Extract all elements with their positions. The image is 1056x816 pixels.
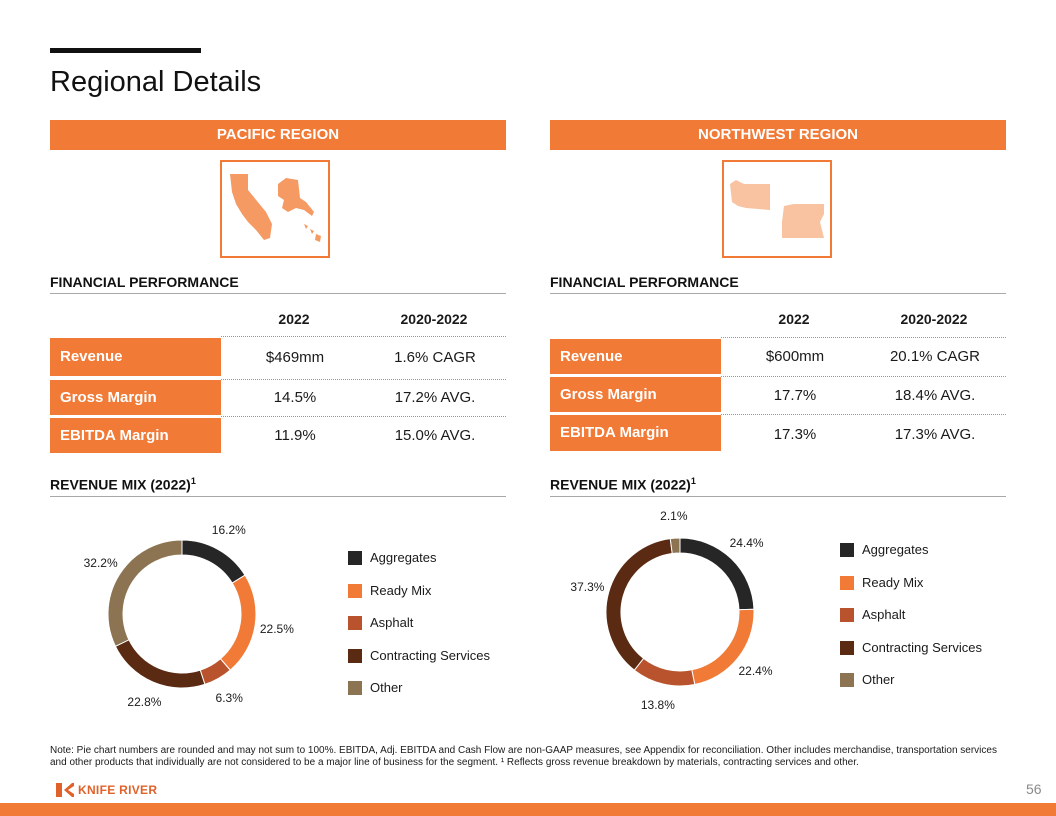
slice-value-label: 16.2% xyxy=(211,523,246,538)
legend-label: Other xyxy=(370,680,403,695)
row-label-ebitda-margin: EBITDA Margin xyxy=(50,418,221,453)
donut-svg xyxy=(107,539,257,689)
footnote: Note: Pie chart numbers are rounded and … xyxy=(50,745,997,768)
pacific-region-panel: PACIFIC REGION FINANCIAL PERFORMANCE 202… xyxy=(50,120,506,740)
col-header-2022: 2022 xyxy=(778,311,810,327)
legend-swatch xyxy=(840,640,854,655)
legend-swatch xyxy=(840,575,854,590)
bottom-accent-bar xyxy=(0,803,1056,816)
knife-river-logo-icon xyxy=(56,783,74,797)
legend-label: Contracting Services xyxy=(370,647,490,663)
slice-value-label: 37.3% xyxy=(570,579,605,594)
donut-slice-aggregates xyxy=(181,539,246,584)
slice-value-label: 13.8% xyxy=(640,698,675,713)
northwest-region-panel: NORTHWEST REGION FINANCIAL PERFORMANCE 2… xyxy=(550,120,1006,740)
slice-value-label: 22.5% xyxy=(259,621,294,636)
legend-swatch xyxy=(840,608,854,622)
legend-label: Aggregates xyxy=(370,550,437,565)
page-title: Regional Details xyxy=(50,66,262,98)
revenue-mix-donut-chart: 16.2% 22.5% 6.3% 22.8% 32.2% xyxy=(84,523,294,709)
legend-swatch xyxy=(840,543,854,557)
legend-swatch xyxy=(348,551,362,565)
row-divider xyxy=(221,416,506,417)
slice-value-label: 24.4% xyxy=(729,535,764,550)
cell-revenue-2020-2022: 1.6% CAGR xyxy=(394,349,476,366)
revenue-mix-donut-chart: 24.4% 22.4% 13.8% 37.3% 2.1% xyxy=(570,509,772,712)
row-label-revenue: Revenue xyxy=(550,339,721,374)
cell-revenue-2020-2022: 20.1% CAGR xyxy=(889,348,981,365)
cell-gross-margin-2020-2022: 17.2% AVG. xyxy=(394,389,476,406)
row-divider xyxy=(721,414,1006,415)
row-divider xyxy=(721,376,1006,377)
legend-swatch xyxy=(348,648,362,663)
pacific-states-map-icon xyxy=(220,160,330,258)
revenue-mix-heading: REVENUE MIX (2022)1 xyxy=(550,476,1006,497)
title-rule xyxy=(50,48,201,53)
region-header: PACIFIC REGION xyxy=(50,120,506,150)
legend-swatch xyxy=(348,681,362,695)
cell-revenue-2022: $469mm xyxy=(265,349,325,366)
slice-value-label: 22.8% xyxy=(127,695,162,710)
donut-slice-other xyxy=(669,537,681,555)
cell-revenue-2022: $600mm xyxy=(765,348,825,365)
legend-label: Contracting Services xyxy=(862,639,982,655)
revenue-mix-heading: REVENUE MIX (2022)1 xyxy=(50,476,506,497)
cell-ebitda-margin-2020-2022: 15.0% AVG. xyxy=(394,427,476,444)
col-header-2020-2022: 2020-2022 xyxy=(400,311,468,327)
donut-svg xyxy=(605,537,755,687)
row-divider xyxy=(721,337,1006,338)
cell-gross-margin-2022: 14.5% xyxy=(273,389,317,406)
cell-ebitda-margin-2020-2022: 17.3% AVG. xyxy=(894,426,976,443)
cell-ebitda-margin-2022: 17.3% xyxy=(773,426,817,443)
region-header: NORTHWEST REGION xyxy=(550,120,1006,150)
slice-value-label: 32.2% xyxy=(83,556,118,571)
row-label-revenue: Revenue xyxy=(50,338,221,376)
legend-label: Aggregates xyxy=(862,542,929,557)
col-header-2022: 2022 xyxy=(278,311,310,327)
donut-slice-other xyxy=(107,539,183,648)
legend-label: Ready Mix xyxy=(370,582,432,598)
row-divider xyxy=(221,336,506,337)
legend-label: Asphalt xyxy=(862,607,906,622)
legend-label: Other xyxy=(862,672,895,687)
row-label-ebitda-margin: EBITDA Margin xyxy=(550,415,721,451)
donut-slice-contracting-services xyxy=(605,538,673,671)
financial-performance-heading: FINANCIAL PERFORMANCE xyxy=(550,274,1006,294)
legend-label: Asphalt xyxy=(370,615,414,630)
northwest-states-map-icon xyxy=(722,160,832,258)
slice-value-label: 2.1% xyxy=(660,509,688,524)
legend-swatch xyxy=(840,673,854,687)
legend-label: Ready Mix xyxy=(862,574,924,590)
col-header-2020-2022: 2020-2022 xyxy=(900,311,968,327)
donut-slice-asphalt xyxy=(633,657,696,687)
slice-value-label: 6.3% xyxy=(215,690,243,705)
page-number: 56 xyxy=(1026,781,1042,797)
slice-value-label: 22.4% xyxy=(738,664,773,679)
cell-ebitda-margin-2022: 11.9% xyxy=(274,427,316,444)
cell-gross-margin-2020-2022: 18.4% AVG. xyxy=(894,387,976,404)
row-divider xyxy=(221,379,506,380)
donut-slice-ready-mix xyxy=(219,574,257,671)
logo-text: KNIFE RIVER xyxy=(78,783,158,797)
row-label-gross-margin: Gross Margin xyxy=(50,380,221,415)
row-label-gross-margin: Gross Margin xyxy=(550,377,721,412)
legend-swatch xyxy=(348,616,362,630)
financial-performance-heading: FINANCIAL PERFORMANCE xyxy=(50,274,506,294)
cell-gross-margin-2022: 17.7% xyxy=(773,387,817,404)
donut-slice-contracting-services xyxy=(114,639,206,689)
legend-swatch xyxy=(348,583,362,598)
